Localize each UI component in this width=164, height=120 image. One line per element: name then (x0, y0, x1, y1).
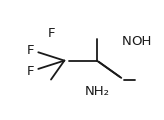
Text: F: F (47, 27, 55, 40)
Text: N: N (122, 35, 132, 48)
Text: OH: OH (132, 35, 152, 48)
Text: F: F (27, 65, 34, 78)
Text: F: F (27, 44, 34, 57)
Text: NH₂: NH₂ (84, 85, 109, 98)
